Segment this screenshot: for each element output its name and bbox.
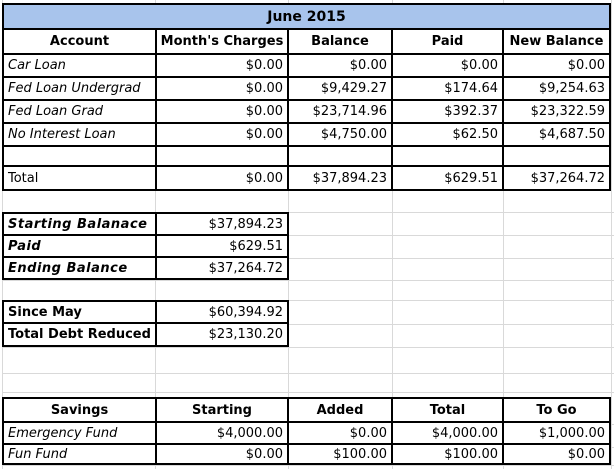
cell-total-value[interactable]: $629.51 (393, 167, 502, 189)
gridline-horizontal (2, 258, 614, 259)
cell-savings-value[interactable]: $100.00 (289, 445, 391, 463)
cell-account-empty[interactable] (4, 147, 155, 165)
column-header-savings[interactable]: Savings (4, 399, 155, 421)
cell-summary-label[interactable]: Paid (4, 236, 155, 256)
gridline-horizontal (2, 324, 614, 325)
cell-value[interactable]: $23,322.59 (504, 101, 609, 122)
cell-debt-label[interactable]: Total Debt Reduced (4, 324, 155, 345)
cell-value[interactable]: $0.00 (157, 124, 287, 145)
cell-total-value[interactable]: $0.00 (157, 167, 287, 189)
savings-table: Savings Starting Added Total To Go Emerg… (2, 397, 611, 465)
cell-debt-value[interactable]: $60,394.92 (157, 302, 287, 322)
gridline-vertical (503, 0, 504, 469)
cell-value[interactable]: $174.64 (393, 78, 502, 99)
balance-summary-table: Starting Balanace $37,894.23 Paid $629.5… (2, 212, 289, 280)
cell-savings-account[interactable]: Fun Fund (4, 445, 155, 463)
cell-total-value[interactable]: $37,264.72 (504, 167, 609, 189)
gridline-horizontal (2, 235, 614, 236)
gridline-horizontal (2, 212, 614, 213)
cell-value[interactable]: $0.00 (157, 78, 287, 99)
gridline-horizontal (2, 347, 614, 348)
gridline-horizontal (2, 300, 614, 301)
cell-total-label[interactable]: Total (4, 167, 155, 189)
cell-total-value[interactable]: $37,894.23 (289, 167, 391, 189)
column-header-added[interactable]: Added (289, 399, 391, 421)
cell-value[interactable]: $4,687.50 (504, 124, 609, 145)
table-title[interactable]: June 2015 (4, 5, 609, 28)
column-header-starting[interactable]: Starting (157, 399, 287, 421)
cell-debt-value[interactable]: $23,130.20 (157, 324, 287, 345)
cell-value[interactable]: $392.37 (393, 101, 502, 122)
cell-value[interactable]: $0.00 (393, 55, 502, 76)
cell-savings-value[interactable]: $0.00 (504, 445, 609, 463)
gridline-horizontal (2, 373, 614, 374)
cell-account[interactable]: Fed Loan Undergrad (4, 78, 155, 99)
cell-account[interactable]: Fed Loan Grad (4, 101, 155, 122)
cell-value[interactable]: $0.00 (289, 55, 391, 76)
cell-value-empty[interactable] (157, 147, 287, 165)
column-header-paid[interactable]: Paid (393, 30, 502, 53)
cell-account[interactable]: No Interest Loan (4, 124, 155, 145)
cell-savings-value[interactable]: $4,000.00 (393, 423, 502, 443)
cell-savings-value[interactable]: $4,000.00 (157, 423, 287, 443)
cell-value-empty[interactable] (393, 147, 502, 165)
gridline-vertical (611, 0, 612, 469)
cell-savings-value[interactable]: $1,000.00 (504, 423, 609, 443)
cell-summary-label[interactable]: Starting Balanace (4, 214, 155, 234)
gridline-horizontal (2, 465, 614, 466)
cell-summary-value[interactable]: $629.51 (157, 236, 287, 256)
monthly-debt-table: June 2015 Account Month's Charges Balanc… (2, 3, 611, 191)
cell-value[interactable]: $0.00 (504, 55, 609, 76)
cell-value[interactable]: $23,714.96 (289, 101, 391, 122)
cell-value[interactable]: $0.00 (157, 101, 287, 122)
cell-value[interactable]: $62.50 (393, 124, 502, 145)
cell-value[interactable]: $9,429.27 (289, 78, 391, 99)
column-header-balance[interactable]: Balance (289, 30, 391, 53)
cell-savings-account[interactable]: Emergency Fund (4, 423, 155, 443)
gridline-horizontal (2, 280, 614, 281)
gridline-horizontal (2, 392, 614, 393)
cell-account[interactable]: Car Loan (4, 55, 155, 76)
column-header-account[interactable]: Account (4, 30, 155, 53)
debt-reduction-table: Since May $60,394.92 Total Debt Reduced … (2, 300, 289, 347)
column-header-total[interactable]: Total (393, 399, 502, 421)
cell-summary-label[interactable]: Ending Balance (4, 258, 155, 278)
cell-savings-value[interactable]: $100.00 (393, 445, 502, 463)
gridline-vertical (392, 0, 393, 469)
column-header-months-charges[interactable]: Month's Charges (157, 30, 287, 53)
cell-value-empty[interactable] (504, 147, 609, 165)
cell-summary-value[interactable]: $37,264.72 (157, 258, 287, 278)
column-header-to-go[interactable]: To Go (504, 399, 609, 421)
cell-savings-value[interactable]: $0.00 (157, 445, 287, 463)
cell-value-empty[interactable] (289, 147, 391, 165)
cell-summary-value[interactable]: $37,894.23 (157, 214, 287, 234)
column-header-new-balance[interactable]: New Balance (504, 30, 609, 53)
cell-value[interactable]: $4,750.00 (289, 124, 391, 145)
cell-value[interactable]: $9,254.63 (504, 78, 609, 99)
cell-debt-label[interactable]: Since May (4, 302, 155, 322)
cell-value[interactable]: $0.00 (157, 55, 287, 76)
cell-savings-value[interactable]: $0.00 (289, 423, 391, 443)
